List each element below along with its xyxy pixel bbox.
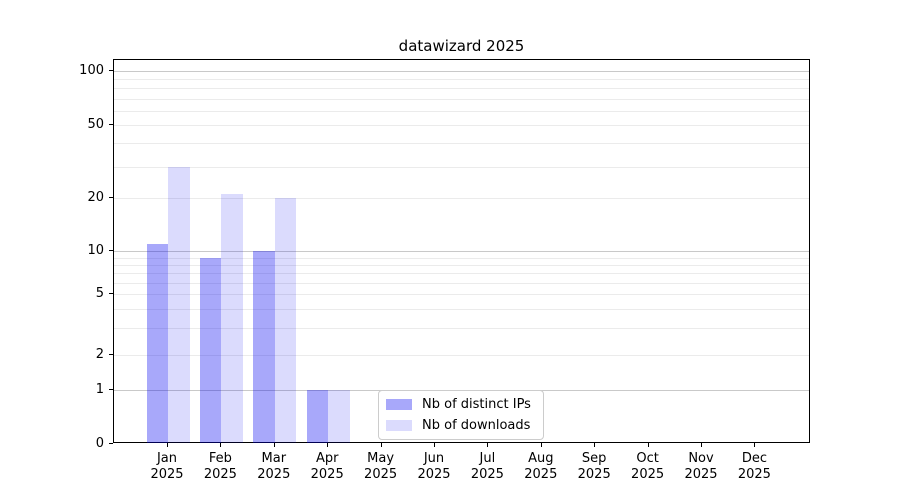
x-tick-mark-may [380,443,382,447]
bar-jan-downloads [168,167,190,443]
x-tick-label-feb: Feb 2025 [203,451,237,482]
gridline-y-80 [114,88,809,89]
gridline-y-60 [114,111,809,112]
legend-row-downloads: Nb of downloads [386,418,534,433]
legend-swatch-downloads [386,420,412,431]
x-tick-label-oct: Oct 2025 [631,451,665,482]
x-tick-label-apr: Apr 2025 [310,451,344,482]
legend-swatch-distinct-ips [386,399,412,410]
y-tick-label-1: 1 [95,382,104,397]
x-tick-label-aug: Aug 2025 [524,451,558,482]
x-tick-mark-nov [701,443,702,447]
gridline-y-9 [114,258,809,259]
x-tick-mark-jan [167,443,168,447]
gridline-y-90 [114,79,809,80]
plot-area [113,59,810,443]
x-tick-mark-oct [647,443,649,447]
x-tick-mark-sep [594,443,596,447]
x-tick-label-jan: Jan 2025 [150,451,184,482]
y-tick-mark-10 [109,250,113,251]
y-tick-label-50: 50 [87,117,104,132]
bar-apr-distinct-ips [306,390,329,443]
y-tick-label-100: 100 [79,63,104,78]
y-tick-label-2: 2 [95,347,104,362]
x-tick-mark-jul [487,443,489,447]
bar-feb-distinct-ips [199,257,222,443]
bar-feb-downloads [221,194,243,443]
legend-label-distinct-ips: Nb of distinct IPs [422,397,531,412]
x-tick-mark-mar [273,443,275,447]
gridline-y-70 [114,99,809,100]
chart-title: datawizard 2025 [398,37,525,55]
gridline-y-40 [114,143,809,144]
gridline-y-2 [114,355,809,356]
x-tick-label-dec: Dec 2025 [737,451,771,482]
y-tick-label-20: 20 [87,190,104,205]
x-tick-mark-aug [540,443,542,447]
y-tick-label-5: 5 [95,286,104,301]
x-tick-mark-feb [220,443,222,447]
bar-mar-downloads [274,198,297,443]
y-tick-mark-100 [109,70,113,71]
legend-label-downloads: Nb of downloads [422,418,531,433]
bar-apr-downloads [328,390,350,443]
bar-jan-distinct-ips [146,243,168,443]
y-tick-mark-20 [109,197,113,198]
y-tick-mark-2 [109,354,113,355]
x-tick-label-may: May 2025 [364,451,398,482]
y-tick-mark-1 [109,389,113,390]
x-tick-label-nov: Nov 2025 [684,451,718,482]
gridline-y-10 [114,251,809,252]
gridline-y-100 [114,71,809,72]
gridline-y-30 [114,167,809,168]
x-tick-label-jun: Jun 2025 [417,451,451,482]
y-tick-label-10: 10 [87,243,104,258]
x-tick-mark-apr [327,443,329,447]
gridline-y-5 [114,294,809,295]
gridline-y-6 [114,283,809,284]
x-tick-mark-jun [434,443,435,447]
legend-row-distinct-ips: Nb of distinct IPs [386,397,534,412]
x-tick-mark-dec [754,443,756,447]
gridline-y-3 [114,328,809,329]
legend: Nb of distinct IPs Nb of downloads [378,390,544,440]
x-tick-label-jul: Jul 2025 [470,451,504,482]
y-tick-mark-5 [109,293,113,294]
gridline-y-7 [114,273,809,274]
y-tick-label-0: 0 [95,436,104,451]
gridline-y-50 [114,125,809,126]
y-tick-mark-0 [109,443,113,444]
x-tick-label-sep: Sep 2025 [577,451,611,482]
y-tick-mark-50 [109,124,113,125]
bar-mar-distinct-ips [253,251,275,443]
gridline-y-20 [114,198,809,199]
x-tick-label-mar: Mar 2025 [257,451,291,482]
gridline-y-8 [114,265,809,266]
gridline-y-4 [114,309,809,310]
